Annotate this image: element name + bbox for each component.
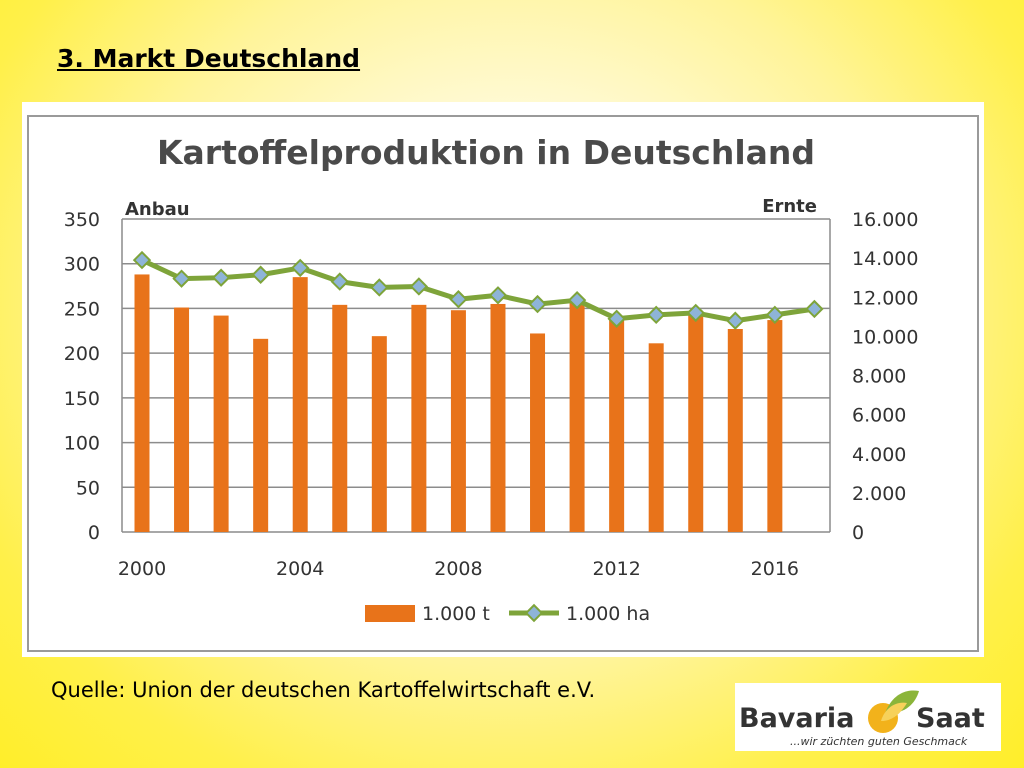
- line-marker: [291, 258, 310, 278]
- legend: 1.000 t 1.000 ha: [365, 603, 650, 625]
- x-tick-label: 2004: [276, 558, 324, 580]
- logo-tagline: ...wir züchten guten Geschmack: [790, 735, 968, 748]
- line-marker: [172, 269, 191, 288]
- slide-title: 3. Markt Deutschland: [57, 44, 361, 73]
- logo-word-2: Saat: [916, 703, 985, 734]
- right-tick-label: 14.000: [852, 248, 918, 270]
- line-marker: [449, 290, 468, 309]
- left-tick-label: 200: [64, 343, 100, 365]
- right-tick-label: 8.000: [852, 366, 906, 388]
- bar: [332, 304, 348, 532]
- bar: [213, 315, 229, 532]
- line-marker: [765, 305, 785, 325]
- line-marker: [488, 286, 508, 305]
- x-tick-label: 2012: [592, 558, 640, 580]
- right-tick-label: 6.000: [852, 405, 906, 427]
- logo-word-1: Bavaria: [739, 703, 854, 734]
- left-axis-label: Anbau: [125, 199, 190, 220]
- bavaria-saat-logo: Bavaria Saat ...wir züchten guten Geschm…: [735, 683, 1001, 751]
- legend-swatch-bar: [365, 605, 415, 622]
- bar: [134, 274, 150, 532]
- bar: [688, 312, 704, 532]
- left-tick-label: 0: [88, 522, 100, 544]
- bar: [292, 277, 308, 532]
- bar: [253, 338, 269, 532]
- left-tick-label: 50: [76, 477, 100, 499]
- line-series: [132, 250, 824, 330]
- bar: [530, 333, 546, 532]
- line-marker: [607, 309, 626, 328]
- right-tick-label: 12.000: [852, 287, 918, 309]
- line-marker: [686, 303, 705, 323]
- bar: [609, 316, 625, 532]
- left-tick-label: 250: [64, 298, 100, 320]
- source-note: Quelle: Union der deutschen Kartoffelwir…: [51, 678, 596, 702]
- bar-series: [134, 274, 783, 532]
- potato-production-chart: Kartoffelproduktion in Deutschland Anbau…: [27, 115, 979, 652]
- line-marker: [211, 268, 231, 287]
- sun-leaf-icon: [868, 690, 919, 733]
- left-tick-label: 350: [64, 209, 100, 231]
- gridlines: [122, 218, 830, 533]
- line-marker: [726, 311, 745, 330]
- line-marker: [805, 299, 824, 319]
- right-tick-label: 4.000: [852, 444, 906, 466]
- legend-label-bar: 1.000 t: [422, 603, 490, 625]
- left-tick-label: 150: [64, 388, 100, 410]
- line-marker: [528, 294, 547, 314]
- line-marker: [409, 277, 429, 296]
- line-marker: [370, 278, 389, 297]
- bar: [411, 304, 427, 532]
- legend-label-line: 1.000 ha: [566, 603, 650, 625]
- chart-title: Kartoffelproduktion in Deutschland: [157, 133, 815, 172]
- legend-swatch-marker: [524, 603, 544, 623]
- bar: [450, 310, 466, 532]
- axes: 0 50 100 150 200 250 300 350 0 2.000 4.000 6.000 8.0…: [64, 209, 919, 580]
- line-marker: [646, 305, 666, 325]
- line-marker: [251, 265, 270, 284]
- bar: [490, 303, 506, 532]
- x-tick-label: 2000: [118, 558, 166, 580]
- right-tick-label: 0: [852, 522, 864, 544]
- bar: [648, 343, 664, 532]
- right-tick-label: 10.000: [852, 326, 918, 348]
- bar: [174, 307, 190, 532]
- right-tick-label: 2.000: [852, 483, 906, 505]
- left-tick-label: 100: [64, 433, 100, 455]
- bar: [767, 320, 783, 532]
- chart-frame: Kartoffelproduktion in Deutschland Anbau…: [22, 102, 984, 657]
- x-tick-label: 2008: [434, 558, 482, 580]
- bar: [569, 301, 585, 532]
- left-tick-label: 300: [64, 254, 100, 276]
- right-axis-label: Ernte: [762, 196, 817, 217]
- line-marker: [132, 250, 152, 270]
- bar: [727, 328, 743, 532]
- bar: [371, 336, 387, 532]
- line-marker: [567, 290, 587, 310]
- line-marker: [330, 272, 349, 291]
- right-tick-label: 16.000: [852, 209, 918, 231]
- x-tick-label: 2016: [751, 558, 799, 580]
